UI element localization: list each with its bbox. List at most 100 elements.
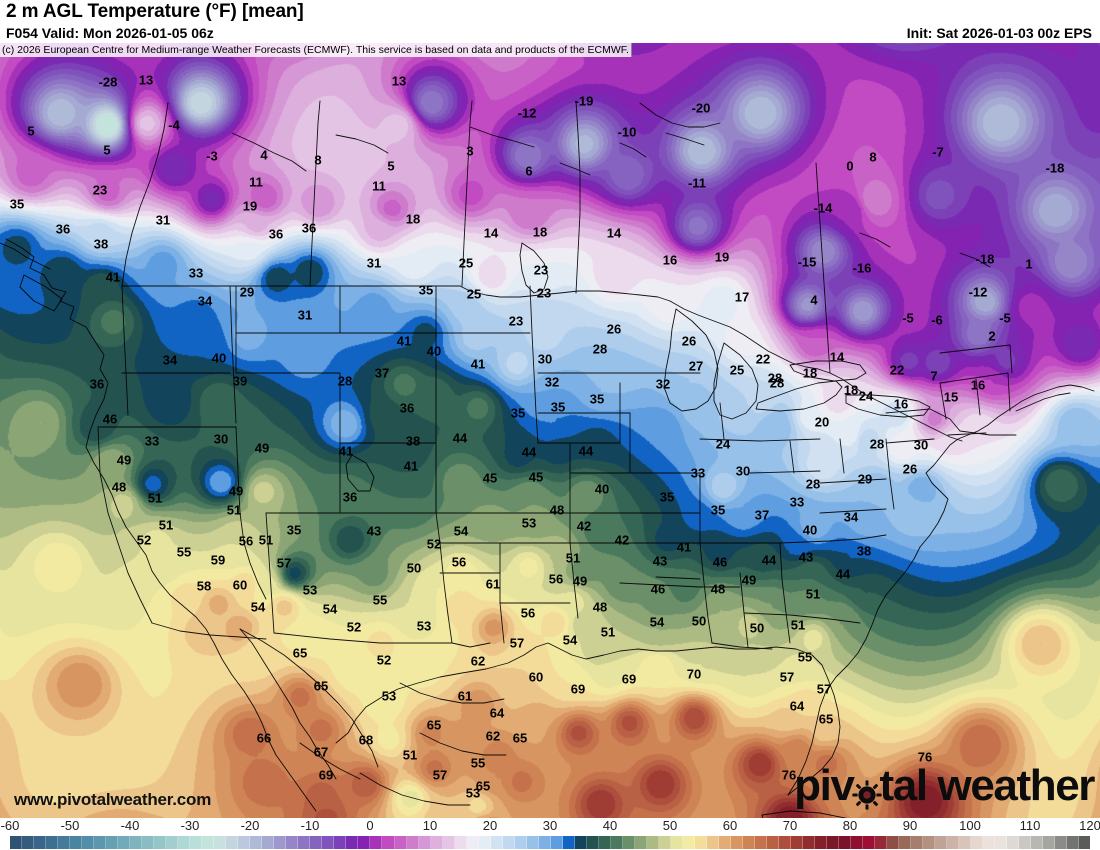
colorbar-swatch [262,836,275,849]
colorbar-swatch [514,836,527,849]
colorbar-swatch [983,836,996,849]
colorbar-tick: 120 [1079,818,1100,833]
colorbar-tick: -30 [180,818,200,833]
colorbar-swatch [1055,836,1068,849]
colorbar-swatch [382,836,395,849]
colorbar-tick: -50 [60,818,80,833]
colorbar-tick: 40 [602,818,618,833]
colorbar-swatch [803,836,816,849]
colorbar-swatch [682,836,695,849]
colorbar-swatch [610,836,623,849]
colorbar-swatch [370,836,383,849]
colorbar-swatch [742,836,755,849]
map-viewport[interactable]: -28 5 5 -4 -3 4 11 19 36 36 8 23 31 35 36 38 41 33 34 29 31 1… [0,43,1100,818]
colorbar-swatch [562,836,575,849]
colorbar-swatch [346,836,359,849]
colorbar-swatch [298,836,311,849]
colorbar-tick: 50 [662,818,678,833]
ecmwf-copyright-notice: (c) 2026 European Centre for Medium-rang… [0,43,632,57]
colorbar-tick: 20 [482,818,498,833]
colorbar-swatch [418,836,431,849]
colorbar-swatch [791,836,804,849]
colorbar-swatch [226,836,239,849]
colorbar-swatch [815,836,828,849]
colorbar-swatch [754,836,767,849]
colorbar-swatch [718,836,731,849]
colorbar-swatch [94,836,107,849]
colorbar-swatch [190,836,203,849]
colorbar-swatch [887,836,900,849]
colorbar-tick: -10 [300,818,320,833]
colorbar-swatch [1007,836,1020,849]
colorbar-swatch [322,836,335,849]
colorbar-swatch [430,836,443,849]
colorbar-swatch [250,836,263,849]
colorbar-tick: 100 [959,818,981,833]
colorbar-swatch [911,836,924,849]
colorbar-swatch [694,836,707,849]
colorbar-swatch [58,836,71,849]
colorbar-swatch [598,836,611,849]
colorbar-swatch [622,836,635,849]
sun-gear-icon [851,774,882,810]
map-header: 2 m AGL Temperature (°F) [mean] F054 Val… [0,0,1100,42]
colorbar-swatch [466,836,479,849]
colorbar-swatch [875,836,888,849]
colorbar-swatch [779,836,792,849]
map-borders-overlay [0,100,1095,818]
colorbar-tick: 70 [782,818,798,833]
colorbar-swatch [730,836,743,849]
colorbar-swatch [526,836,539,849]
colorbar-gradient[interactable] [10,836,1091,849]
colorbar-swatch [646,836,659,849]
colorbar-swatch [130,836,143,849]
colorbar-tick: 0 [366,818,374,833]
page-title: 2 m AGL Temperature (°F) [mean] [6,1,304,22]
colorbar-swatch [863,836,876,849]
colorbar-swatch [274,836,287,849]
colorbar-swatch [586,836,599,849]
colorbar-swatch [971,836,984,849]
colorbar-tick: -40 [120,818,140,833]
colorbar-swatch [154,836,167,849]
colorbar-swatch [442,836,455,849]
colorbar-swatch [706,836,719,849]
colorbar-swatch [995,836,1008,849]
colorbar[interactable]: -60 -50 -40 -30 -20 -10 0 10 20 30 40 50 60 70 80 90 100… [0,818,1100,850]
colorbar-tick: 80 [842,818,858,833]
pivotal-weather-logo: piv [794,764,1095,810]
temperature-field-canvas[interactable] [0,43,1100,818]
colorbar-swatch [1079,836,1091,849]
colorbar-tick: -60 [0,818,20,833]
colorbar-swatch [82,836,95,849]
colorbar-swatch [406,836,419,849]
colorbar-swatch [34,836,47,849]
init-time-label: Init: Sat 2026-01-03 00z EPS [906,25,1092,41]
colorbar-swatch [22,836,35,849]
colorbar-swatch [1031,836,1044,849]
colorbar-swatch [851,836,864,849]
colorbar-swatch [178,836,191,849]
colorbar-swatch [670,836,683,849]
colorbar-swatch [899,836,912,849]
colorbar-swatch [827,836,840,849]
colorbar-swatch [574,836,587,849]
colorbar-swatch [214,836,227,849]
colorbar-swatch [394,836,407,849]
colorbar-swatch [286,836,299,849]
colorbar-swatch [839,836,852,849]
colorbar-swatch [478,836,491,849]
colorbar-swatch [1043,836,1056,849]
colorbar-swatch [959,836,972,849]
colorbar-swatch [238,836,251,849]
colorbar-swatch [70,836,83,849]
colorbar-swatch [935,836,948,849]
colorbar-swatch [166,836,179,849]
colorbar-swatch [334,836,347,849]
colorbar-swatch [202,836,215,849]
colorbar-swatch [658,836,671,849]
colorbar-swatch [10,836,23,849]
colorbar-swatch [142,836,155,849]
colorbar-tick: 90 [902,818,918,833]
colorbar-swatch [947,836,960,849]
